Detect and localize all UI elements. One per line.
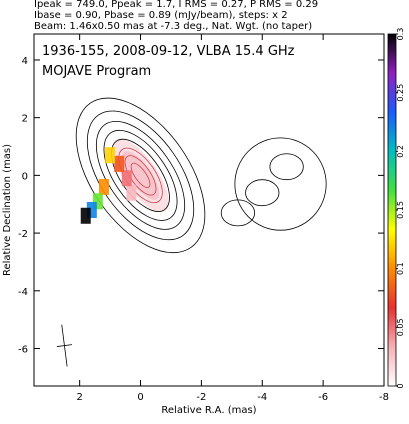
x-tick-label-3: -4 — [257, 392, 267, 403]
polarization-patch-0 — [126, 184, 137, 201]
polarization-patch-1 — [121, 170, 132, 187]
plot-frame — [33, 33, 385, 387]
x-tick-label-5: -8 — [379, 392, 389, 403]
colorbar-tick-label-1: 0.05 — [396, 318, 405, 336]
colorbar-tick-label-4: 0.2 — [396, 145, 405, 158]
intensity-contour-1 — [124, 155, 157, 196]
intensity-contour-3 — [111, 138, 170, 212]
x-tick-label-2: -2 — [196, 392, 206, 403]
x-axis-label: Relative R.A. (mas) — [161, 405, 256, 416]
polarization-patch-2 — [114, 155, 125, 172]
polarization-contour-0 — [269, 153, 304, 181]
y-tick-label-0: 4 — [22, 56, 28, 67]
colorbar-tick-label-3: 0.15 — [396, 201, 405, 219]
polarization-patch-4 — [99, 178, 109, 195]
core-fill-inner — [121, 150, 160, 200]
colorbar-tick-label-2: 0.1 — [396, 262, 405, 275]
y-tick-label-3: -2 — [18, 229, 28, 240]
intensity-contour-4 — [103, 129, 178, 221]
y-tick-label-2: 0 — [22, 171, 28, 182]
intensity-contour-5 — [95, 120, 186, 230]
polarization-contour-1 — [245, 179, 280, 207]
chart-title: 1936-155, 2008-09-12, VLBA 15.4 GHz — [42, 44, 295, 59]
beam-minor-axis — [56, 344, 73, 347]
colorbar-tick-label-6: 0.3 — [396, 28, 405, 41]
header-line-2: Ibase = 0.90, Pbase = 0.89 (mJy/beam), s… — [34, 10, 288, 21]
polarization-contour-2 — [220, 199, 256, 227]
polarization-patch-7 — [80, 207, 91, 224]
core-region — [75, 97, 206, 254]
intensity-contour-6 — [86, 110, 195, 241]
y-tick-label-1: 2 — [22, 114, 28, 125]
colorbar-tick-label-5: 0.25 — [396, 84, 405, 102]
header-line-3: Beam: 1.46x0.50 mas at -7.3 deg., Nat. W… — [34, 21, 313, 32]
intensity-contour-0 — [130, 162, 151, 189]
chart-subtitle: MOJAVE Program — [42, 64, 151, 79]
beam-marker — [56, 324, 73, 367]
y-axis-label: Relative Declination (mas) — [2, 144, 13, 276]
y-tick-label-4: -4 — [18, 287, 28, 298]
colorbar: 0 0.05 0.1 0.15 0.2 0.25 0.3 — [387, 28, 405, 389]
x-tick-label-1: 0 — [137, 392, 143, 403]
y-tick-label-5: -6 — [18, 344, 28, 355]
x-tick-label-0: 2 — [76, 392, 82, 403]
colorbar-tick-label-0: 0 — [396, 383, 405, 388]
polarization-patch-3 — [105, 147, 116, 164]
polarization-patch-6 — [86, 202, 97, 218]
polarization-outer-contour — [234, 137, 327, 231]
polarization-patch-5 — [92, 193, 103, 210]
colorbar-gradient — [387, 33, 397, 387]
x-tick-label-4: -6 — [318, 392, 328, 403]
header-line-1: Ipeak = 749.0, Ppeak = 1.7, I RMS = 0.27… — [34, 0, 319, 10]
